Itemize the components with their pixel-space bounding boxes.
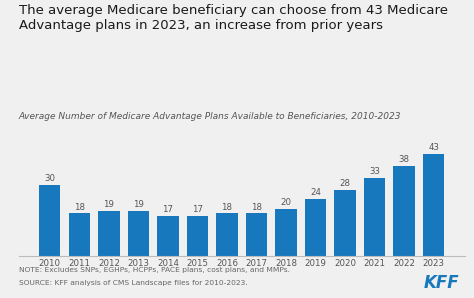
Text: 19: 19 bbox=[133, 200, 144, 209]
Text: 20: 20 bbox=[281, 198, 292, 207]
Text: 38: 38 bbox=[399, 155, 410, 164]
Bar bbox=[246, 213, 267, 256]
Text: 17: 17 bbox=[163, 205, 173, 214]
Text: 18: 18 bbox=[74, 203, 85, 212]
Text: NOTE: Excludes SNPs, EGHPs, HCPPs, PACE plans, cost plans, and MMPs.: NOTE: Excludes SNPs, EGHPs, HCPPs, PACE … bbox=[19, 267, 290, 273]
Bar bbox=[423, 154, 444, 256]
Text: 43: 43 bbox=[428, 143, 439, 152]
Bar bbox=[364, 178, 385, 256]
Text: 28: 28 bbox=[339, 179, 351, 188]
Bar bbox=[275, 209, 297, 256]
Text: 19: 19 bbox=[103, 200, 114, 209]
Bar bbox=[98, 211, 119, 256]
Text: 18: 18 bbox=[251, 203, 262, 212]
Bar bbox=[335, 190, 356, 256]
Bar bbox=[69, 213, 90, 256]
Text: Average Number of Medicare Advantage Plans Available to Beneficiaries, 2010-2023: Average Number of Medicare Advantage Pla… bbox=[19, 112, 401, 121]
Bar bbox=[128, 211, 149, 256]
Text: 18: 18 bbox=[221, 203, 232, 212]
Bar bbox=[305, 199, 326, 256]
Bar bbox=[216, 213, 237, 256]
Text: 30: 30 bbox=[45, 174, 55, 183]
Text: KFF: KFF bbox=[424, 274, 460, 292]
Text: 17: 17 bbox=[192, 205, 203, 214]
Text: The average Medicare beneficiary can choose from 43 Medicare: The average Medicare beneficiary can cho… bbox=[19, 4, 448, 18]
Text: Advantage plans in 2023, an increase from prior years: Advantage plans in 2023, an increase fro… bbox=[19, 19, 383, 32]
Bar bbox=[187, 216, 208, 256]
Text: SOURCE: KFF analysis of CMS Landscape files for 2010-2023.: SOURCE: KFF analysis of CMS Landscape fi… bbox=[19, 280, 247, 286]
Bar bbox=[393, 166, 415, 256]
Text: 24: 24 bbox=[310, 188, 321, 197]
Bar bbox=[39, 185, 61, 256]
Text: 33: 33 bbox=[369, 167, 380, 176]
Bar bbox=[157, 216, 179, 256]
